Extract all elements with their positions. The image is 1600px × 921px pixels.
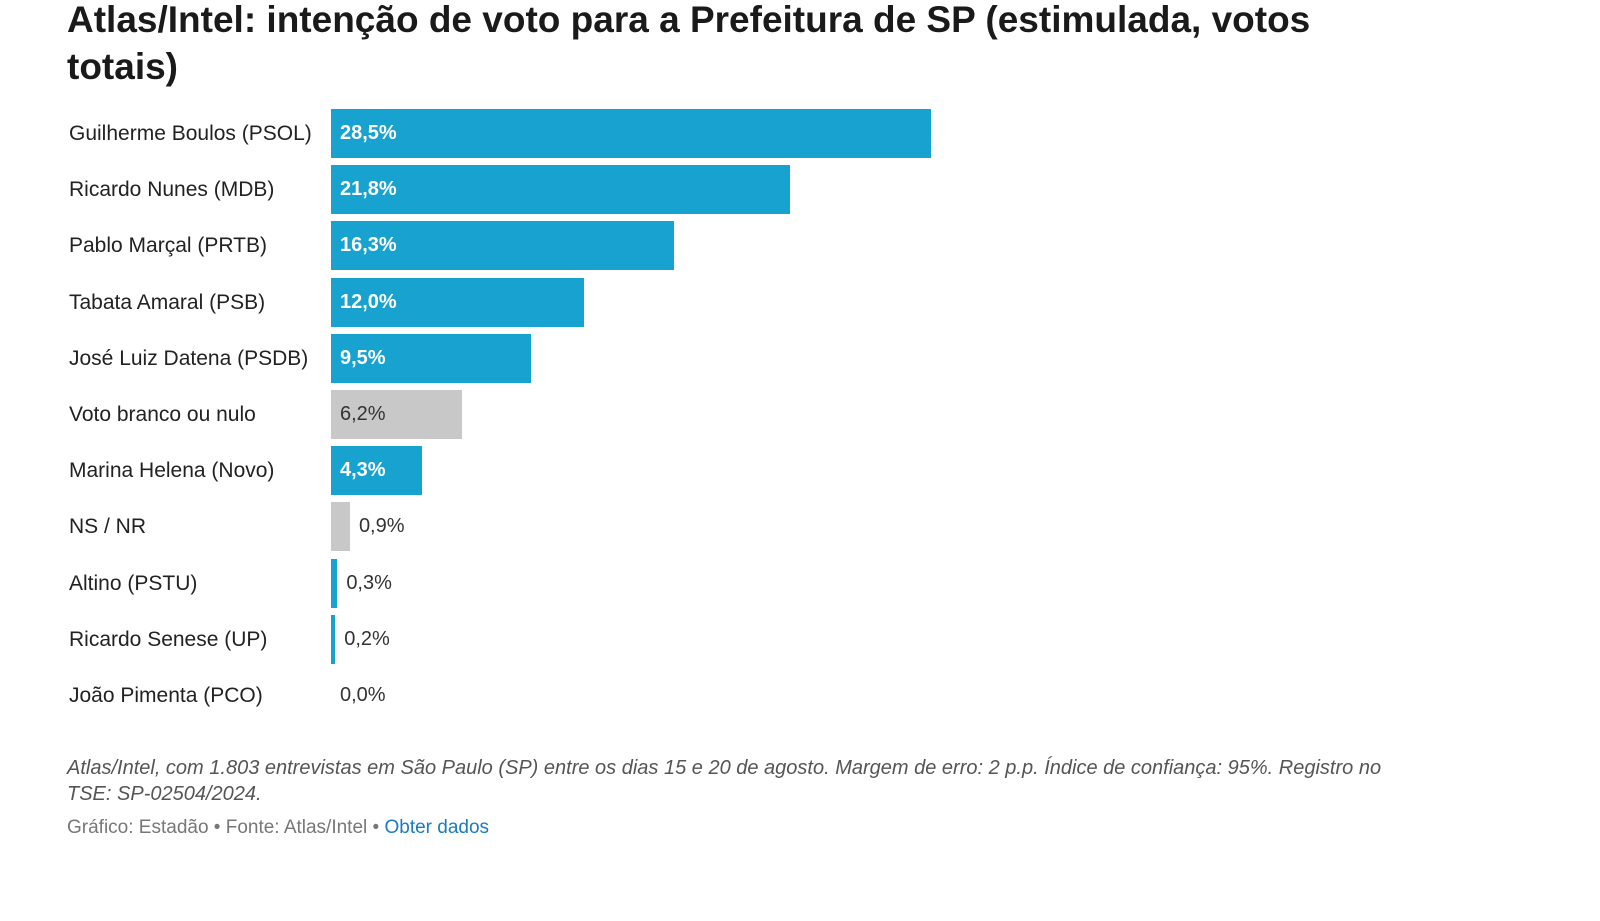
category-label: NS / NR [69,515,147,539]
category-label: Marina Helena (Novo) [69,459,275,483]
category-label: João Pimenta (PCO) [69,684,263,707]
bar [331,277,584,327]
chart-row: Ricardo Senese (UP) 0,2% [0,614,1400,664]
chart-row: Tabata Amaral (PSB) 12,0% [0,277,1400,327]
category-label: Guilherme Boulos (PSOL) [69,122,312,145]
value-label: 0,0% [340,684,386,706]
category-label: Ricardo Senese (UP) [69,627,268,651]
source-line: Gráfico: Estadão • Fonte: Atlas/Intel • … [67,815,489,841]
chart-row: Ricardo Nunes (MDB) 21,8% [0,165,1400,215]
chart-row: NS / NR 0,9% [0,502,1400,552]
value-label: 0,2% [344,627,390,650]
chart-notes: Atlas/Intel, com 1.803 entrevistas em Sã… [67,757,1382,805]
bar [331,390,462,439]
bar [331,221,675,271]
chart-row: Marina Helena (Novo) 4,3% [0,446,1400,496]
value-label: 0,9% [358,515,405,538]
get-data-link[interactable]: Obter dados [384,817,490,838]
chart-title: Atlas/Intel: intenção de voto para a Pre… [67,0,1311,87]
chart-row: Guilherme Boulos (PSOL) 28,5% [0,109,1400,158]
chart-row: Voto branco ou nulo 6,2% [0,390,1400,439]
category-label: José Luiz Datena (PSDB) [69,346,309,370]
bar [331,109,931,158]
chart-row: José Luiz Datena (PSDB) 9,5% [0,333,1400,383]
chart-row: Altino (PSTU) 0,3% [0,558,1400,608]
bar [331,446,422,496]
value-label: 16,3% [340,234,397,257]
value-label: 6,2% [340,403,386,425]
value-label: 12,0% [340,290,397,313]
value-label: 9,5% [340,346,386,369]
category-label: Altino (PSTU) [69,571,198,595]
bar [331,614,336,664]
value-label: 0,3% [346,571,392,594]
bar [331,333,531,383]
category-label: Ricardo Nunes (MDB) [69,178,275,202]
bar [331,502,350,552]
value-label: 28,5% [340,122,397,144]
category-label: Tabata Amaral (PSB) [69,290,266,314]
chart-row: Pablo Marçal (PRTB) 16,3% [0,221,1400,271]
source-credit: Gráfico: Estadão • Fonte: Atlas/Intel • [67,817,385,838]
category-label: Pablo Marçal (PRTB) [69,234,268,258]
value-label: 4,3% [340,459,386,482]
chart-row: João Pimenta (PCO) 0,0% [0,671,1400,720]
value-label: 21,8% [340,178,397,201]
bar [331,558,338,608]
category-label: Voto branco ou nulo [69,403,256,426]
bar [331,165,790,215]
